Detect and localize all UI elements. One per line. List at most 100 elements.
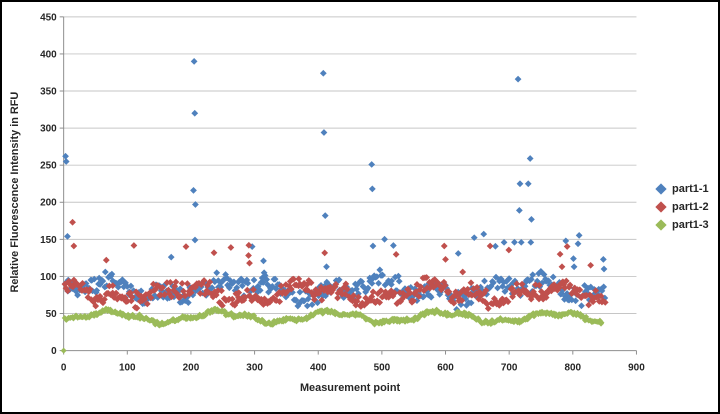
data-point-part1-2 [149,280,157,288]
data-point-part1-1 [562,237,570,245]
data-point-part1-2 [518,280,526,288]
data-point-part1-3 [61,314,68,321]
data-point-part1-1 [184,299,192,307]
data-point-part1-2 [70,276,78,284]
data-point-part1-1 [222,271,229,278]
data-point-part1-2 [442,256,449,263]
data-point-part1-2 [601,299,609,306]
data-point-part1-1 [101,268,109,276]
data-point-part1-2 [537,288,545,295]
legend-label: part1-1 [672,182,709,195]
data-point-part1-2 [372,299,379,307]
series-part1-3 [60,305,605,354]
data-point-part1-1 [296,288,304,296]
data-point-part1-2 [385,293,393,301]
data-point-part1-1 [599,256,607,263]
legend-item-part1-1[interactable]: part1-1 [655,182,709,195]
data-point-part1-2 [161,291,169,298]
data-point-part1-2 [391,289,399,297]
data-point-part1-2 [373,297,381,305]
data-point-part1-1 [527,238,535,246]
data-point-part1-2 [571,284,579,292]
data-point-part1-1 [528,215,535,223]
data-point-part1-2 [70,242,78,250]
data-point-part1-2 [464,285,472,293]
data-point-part1-1 [497,275,505,283]
data-point-part1-1 [368,161,376,168]
tick-labels: 0 50 100 150 200 250 300 350 400 450 0 100 200 300 400… [40,12,645,373]
data-point-part1-1 [516,180,524,188]
data-point-part1-1 [237,275,245,283]
data-point-part1-2 [92,302,100,310]
data-point-part1-1 [220,276,228,284]
data-point-part1-2 [599,297,607,305]
data-point-part1-2 [168,293,175,301]
data-point-part1-2 [522,287,530,295]
data-point-part1-2 [532,281,539,289]
data-point-part1-2 [99,299,107,307]
data-point-part1-2 [245,252,252,259]
data-point-part1-2 [542,294,550,301]
data-point-part1-1 [500,238,508,246]
data-point-part1-2 [218,287,225,295]
y-tick-label: 50 [46,309,58,320]
data-point-part1-2 [467,279,475,287]
data-point-part1-1 [90,275,98,283]
data-point-part1-2 [576,286,584,294]
data-point-part1-2 [583,292,590,299]
data-point-part1-2 [450,299,458,307]
data-point-part1-1 [574,240,582,248]
data-point-part1-1 [304,295,312,303]
data-point-part1-2 [177,293,184,300]
data-point-part1-2 [128,293,136,301]
data-point-part1-2 [459,268,467,276]
legend-item-part1-2[interactable]: part1-2 [655,200,709,213]
data-point-part1-2 [566,281,574,289]
y-tick-label: 150 [40,235,57,246]
data-point-part1-1 [388,277,396,285]
data-point-part1-2 [573,291,581,299]
data-point-part1-1 [254,282,262,290]
data-point-part1-1 [230,278,238,286]
data-point-part1-1 [71,285,79,293]
data-point-part1-1 [303,302,311,310]
data-point-part1-1 [93,287,101,294]
data-point-part1-2 [321,249,329,257]
diamond-marker-icon [655,182,667,195]
data-point-part1-2 [504,298,512,306]
x-tick-label: 300 [246,362,263,373]
data-point-part1-2 [79,280,86,287]
data-point-part1-1 [483,290,491,298]
data-point-part1-1 [492,242,499,250]
data-point-part1-1 [321,212,329,219]
data-point-part1-1 [64,233,71,240]
data-point-part1-2 [484,305,492,312]
x-tick-label: 200 [183,362,200,373]
x-tick-label: 600 [437,362,454,373]
data-point-part1-1 [600,265,608,273]
data-point-part1-1 [358,278,366,285]
data-point-part1-2 [473,283,481,291]
legend-item-part1-3[interactable]: part1-3 [655,218,709,231]
y-tick-label: 400 [40,49,57,60]
data-point-part1-2 [84,294,92,301]
data-point-part1-1 [434,285,442,293]
data-point-part1-2 [562,277,570,285]
data-point-part1-1 [454,250,462,257]
data-point-part1-2 [228,295,236,303]
data-point-part1-1 [481,277,488,285]
data-point-part1-2 [183,280,191,287]
data-point-part1-1 [320,129,328,136]
data-point-part1-1 [294,302,302,310]
y-tick-label: 0 [51,346,57,357]
data-point-part1-2 [196,290,204,297]
data-point-part1-1 [511,238,518,246]
data-point-part1-2 [315,288,323,296]
data-point-part1-1 [453,305,460,313]
data-point-part1-2 [204,282,211,289]
data-point-part1-2 [282,281,290,289]
data-point-part1-1 [192,201,199,208]
data-point-part1-1 [260,257,267,265]
